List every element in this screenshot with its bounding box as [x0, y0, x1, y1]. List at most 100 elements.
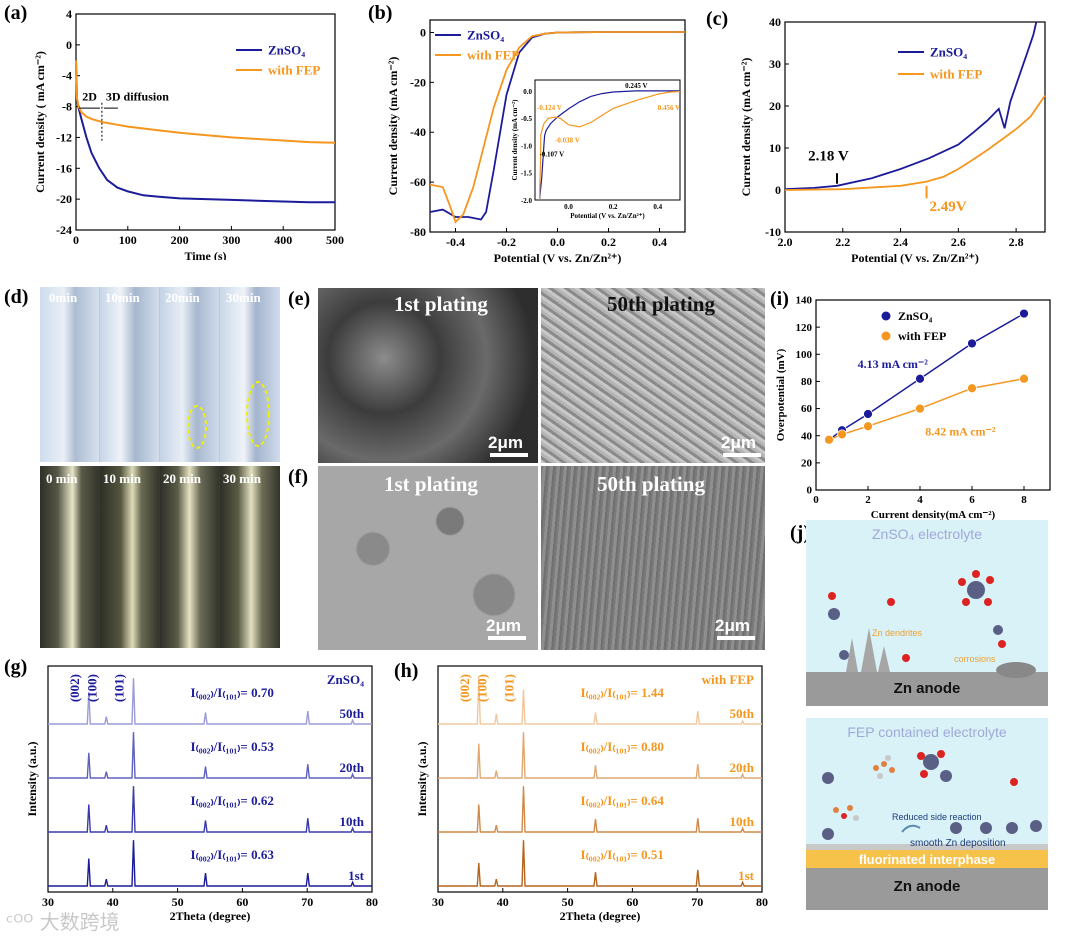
corrosions-label: corrosions — [954, 654, 996, 664]
annotation-2d: 2D — [82, 89, 97, 103]
y-tick-label: 20 — [769, 99, 781, 113]
zn-ion — [822, 828, 834, 840]
series-line-0 — [784, 21, 1038, 191]
schematic-fep: FEP contained electrolyte Reduced side r… — [806, 718, 1048, 910]
x-tick-label: 2 — [865, 494, 871, 506]
xrd-pattern-20th — [438, 732, 762, 779]
x-tick-label: 60 — [626, 895, 638, 909]
legend-label: with FEP — [268, 62, 320, 77]
inset-y-tick-label: -1.5 — [521, 170, 533, 178]
x-tick-label: 0 — [73, 233, 79, 247]
x-tick-label: 0 — [813, 494, 819, 506]
corrosion-blob — [996, 662, 1036, 678]
sem-f-right-scale: 2μm — [715, 616, 750, 635]
inset-annotation-1: -0.124 V — [537, 104, 562, 112]
sem-f-left-title: 1st plating — [384, 472, 478, 496]
y-axis-label: Current density (mA cm⁻²) — [386, 57, 400, 196]
time-label-top-20: 20min — [165, 290, 200, 305]
legend-label: with FEP — [930, 66, 982, 81]
time-label-top-30: 30min — [226, 290, 261, 305]
micrograph-top-row: 0min 10min 20min 30min — [40, 287, 280, 462]
x-tick-label: 400 — [274, 233, 292, 247]
sem-f-right: 50th plating 2μm — [541, 466, 765, 650]
solvated-zn-cluster — [967, 581, 985, 599]
cycle-label: 10th — [339, 814, 364, 829]
data-point — [915, 403, 925, 414]
y-tick-label: 0 — [420, 25, 426, 39]
inset-x-tick-label: 0.2 — [609, 203, 618, 211]
y-tick-label: -60 — [410, 175, 426, 189]
y-tick-label: 0 — [66, 38, 72, 52]
data-point — [967, 338, 977, 349]
y-tick-label: -80 — [410, 225, 426, 239]
legend-label: ZnSO₄ — [268, 42, 305, 57]
x-tick-label: 40 — [497, 895, 509, 909]
zn-ion — [993, 625, 1003, 635]
panel-label-j: (j) — [790, 522, 810, 544]
smooth-deposition-label: smooth Zn deposition — [910, 838, 1006, 849]
cycle-label: 10th — [729, 814, 754, 829]
intensity-ratio-label: I₍₀₀₂₎/I₍₁₀₁₎= 0.80 — [581, 739, 664, 754]
series-line-0 — [75, 60, 335, 204]
inset-frame — [534, 79, 681, 201]
panel-label-f: (f) — [288, 466, 308, 488]
chart-g-xrd-znso4: 30 40 50 60 70 80 2Theta (degree) Intensity (a.… — [25, 665, 378, 923]
legend-swatch — [881, 311, 891, 321]
plot-frame — [784, 21, 1046, 233]
peak-label: (002) — [457, 674, 472, 702]
y-tick-label: 120 — [796, 322, 813, 334]
scale-bar — [723, 453, 761, 457]
data-point — [1019, 308, 1029, 319]
plot-frame — [815, 299, 1051, 491]
x-tick-label: 0.2 — [601, 235, 616, 249]
y-tick-label: 30 — [769, 57, 781, 71]
inset-y-tick-label: 0.0 — [523, 88, 532, 96]
xrd-pattern-10th — [438, 786, 762, 833]
water-molecule — [986, 576, 994, 584]
inset-y-axis-label: Current density (mA cm⁻²) — [511, 99, 519, 181]
y-tick-label: -4 — [62, 69, 72, 83]
panel-label-g: (g) — [4, 656, 28, 678]
x-axis-label: Potential (V vs. Zn/Zn²⁺) — [851, 251, 979, 265]
x-tick-label: 50 — [172, 895, 184, 909]
xrd-pattern-1st — [48, 840, 372, 887]
reduced-side-reaction-label: Reduced side reaction — [892, 812, 982, 822]
x-axis-label: Time (s) — [184, 249, 226, 260]
inset-x-axis-label: Potential (V vs. Zn/Zn²⁺) — [570, 212, 645, 220]
zn-ion — [839, 650, 849, 660]
x-tick-label: 2.0 — [778, 235, 793, 249]
peak-label: (101) — [502, 674, 517, 702]
y-axis-label: Intensity (a.u.) — [25, 741, 39, 816]
zn-ion — [1006, 822, 1018, 834]
y-axis-label: Intensity (a.u.) — [415, 741, 429, 816]
panel-label-d: (d) — [4, 286, 29, 308]
sem-f-left-scale: 2μm — [486, 616, 521, 635]
xrd-pattern-50th — [48, 678, 372, 725]
x-tick-label: 200 — [171, 233, 189, 247]
water-molecule — [917, 752, 925, 760]
dendrite-highlight-30min — [246, 381, 270, 447]
inset-x-tick-label: 0.4 — [653, 203, 662, 211]
micrograph-bottom-row: 0 min 10 min 20 min 30 min — [40, 466, 280, 648]
y-tick-label: -20 — [410, 75, 426, 89]
scale-bar — [490, 453, 528, 457]
inset-annotation-2: -0.038 V — [555, 137, 580, 145]
data-point — [863, 409, 873, 419]
time-label-bottom-0: 0 min — [46, 471, 78, 486]
water-molecule — [920, 770, 928, 778]
y-tick-label: 60 — [801, 403, 813, 415]
peak-label: (100) — [474, 674, 489, 702]
water-molecule — [828, 592, 836, 600]
y-tick-label: -8 — [62, 100, 72, 114]
x-tick-label: 70 — [691, 895, 703, 909]
y-tick-label: 0 — [807, 485, 813, 497]
zn-anode-block — [806, 868, 1048, 910]
inset-y-tick-label: -2.0 — [521, 197, 533, 205]
x-axis-label: Potential (V vs. Zn/Zn²⁺) — [494, 251, 622, 265]
data-point — [1019, 373, 1029, 384]
intensity-ratio-label: I₍₀₀₂₎/I₍₁₀₁₎= 0.51 — [581, 847, 664, 862]
legend-label: ZnSO₄ — [898, 309, 933, 323]
y-tick-label: 80 — [801, 376, 813, 388]
cycle-label: 1st — [348, 868, 365, 883]
data-point — [863, 421, 873, 432]
